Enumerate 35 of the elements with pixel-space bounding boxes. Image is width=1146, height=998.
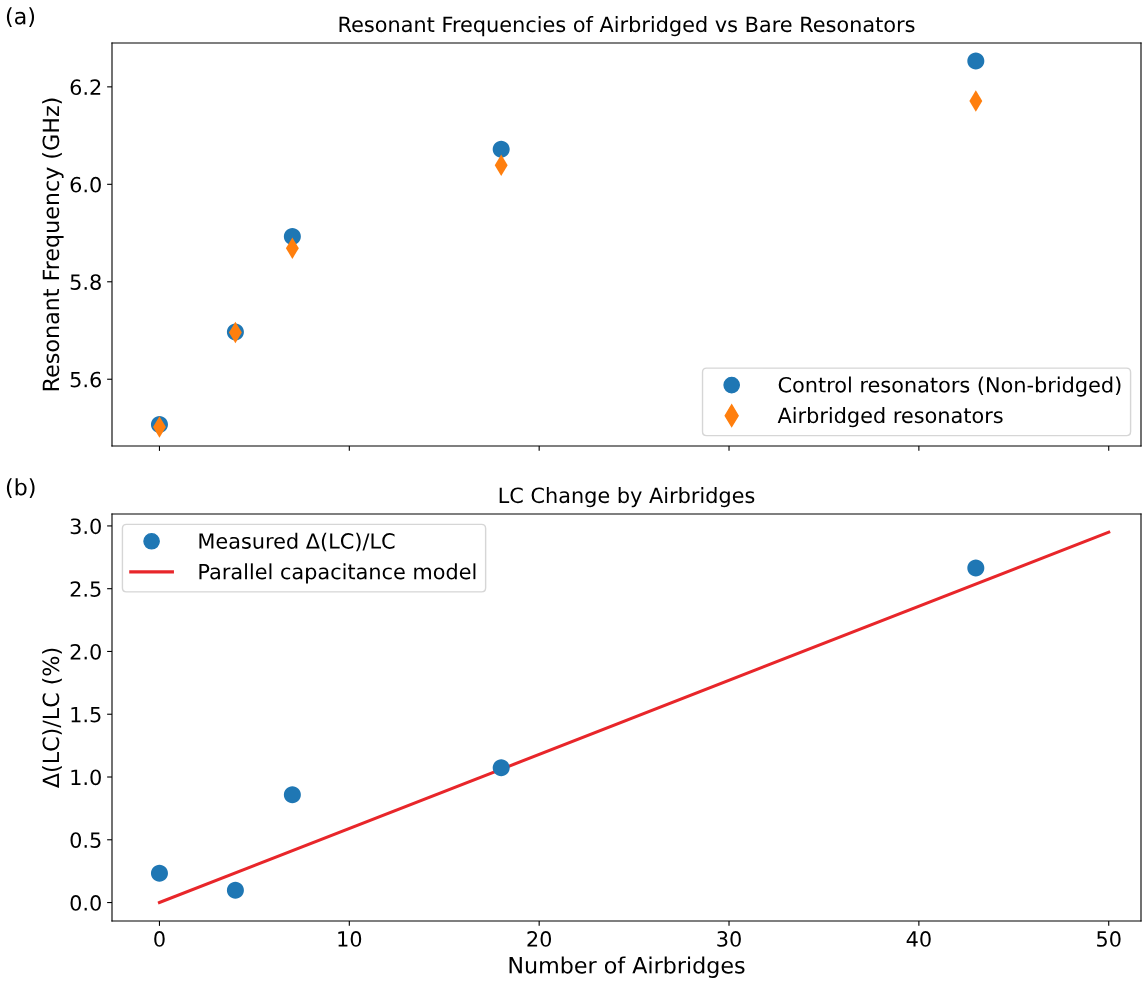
x-tick-label: 30 [717, 931, 741, 947]
point [492, 759, 510, 777]
y-tick-label: 1.5 [71, 706, 101, 723]
legend-label: Parallel capacitance model [199, 563, 476, 584]
point [967, 52, 985, 70]
x-axis-title: Number of Airbridges [509, 956, 745, 978]
point [226, 881, 244, 899]
x-tick-label: 10 [338, 931, 362, 947]
y-axis-title: Δ(LC)/LC (%) [42, 648, 62, 788]
chart-title: LC Change by Airbridges [499, 487, 755, 508]
x-tick-label: 20 [527, 931, 552, 947]
y-tick-label: 2.5 [70, 581, 101, 597]
y-tick-label: 2.0 [70, 643, 101, 660]
x-tick-label: 0 [154, 931, 165, 947]
point [967, 559, 985, 577]
point [150, 864, 168, 882]
legend-label: Control resonators (Non-bridged) [778, 376, 1121, 397]
legend-label: Airbridged resonators [777, 407, 1003, 428]
chart-title: Resonant Frequencies of Airbridged vs Bare Resonators [339, 16, 915, 37]
text: (b) [6, 478, 35, 499]
y-tick-label: 5.6 [70, 371, 101, 388]
y-tick-label: 6.0 [70, 176, 101, 193]
point [283, 786, 301, 804]
y-axis-title: Resonant Frequency (GHz) [42, 98, 64, 391]
y-tick-label: 0.5 [70, 832, 101, 848]
text: (a) [6, 7, 35, 28]
x-tick-label: 40 [906, 931, 931, 947]
y-tick-label: 1.0 [71, 769, 101, 786]
y-tick-label: 0.0 [70, 895, 101, 911]
y-tick-label: 3.0 [70, 518, 101, 535]
legend-label: Measured Δ(LC)/LC [199, 532, 395, 552]
point [492, 140, 510, 158]
x-tick-label: 50 [1097, 931, 1121, 947]
y-tick-label: 6.2 [70, 79, 101, 96]
y-tick-label: 5.8 [70, 274, 101, 290]
